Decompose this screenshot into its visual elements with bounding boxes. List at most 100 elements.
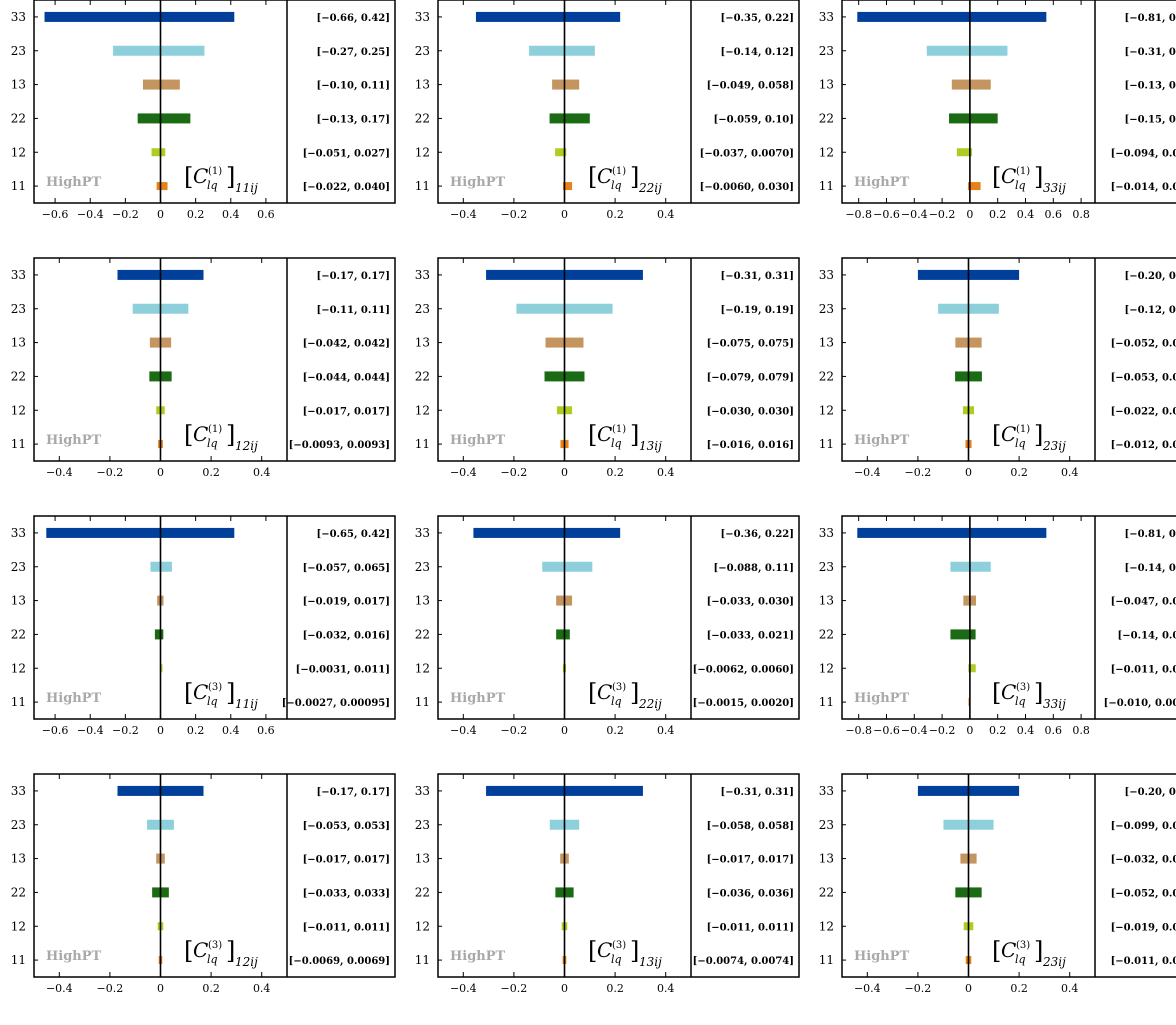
x-tick-label: 0.4 <box>253 466 271 479</box>
interval-label-22: [−0.032, 0.016] <box>303 630 390 641</box>
operator-label: [C (3) lq] 12ij <box>184 937 258 969</box>
chart-panel-p2: −0.4 −0.2 0 0.2 0.4 33 [−0.35, 0.22] 23 [−0.14, … <box>408 0 800 251</box>
x-tick-label: −0.4 <box>450 208 477 221</box>
y-tick-label-11: 11 <box>11 179 26 193</box>
x-tick-label: 0.4 <box>1061 982 1079 995</box>
x-tick-label: −0.6 <box>873 724 900 737</box>
chart-panel-p3: −0.8 −0.6 −0.4 −0.2 0 0.2 0.4 0.6 0.8 33 [−0.81, 0… <box>812 0 1176 251</box>
y-tick-label-13: 13 <box>819 336 834 350</box>
x-tick-label: −0.4 <box>77 208 104 221</box>
panel-frame <box>437 0 800 204</box>
panel-svg: −0.8 −0.6 −0.4 −0.2 0 0.2 0.4 0.6 0.8 33 [−0.81, 0… <box>819 0 1176 221</box>
interval-bar-23 <box>926 45 1008 56</box>
x-tick-label: −0.2 <box>905 982 932 995</box>
x-tick-label: 0.4 <box>1017 208 1035 221</box>
svg-text:11ij: 11ij <box>235 697 258 711</box>
y-tick-label-13: 13 <box>819 852 834 866</box>
operator-label: [C (1) lq] 11ij <box>184 163 258 195</box>
svg-text:(3): (3) <box>612 682 626 693</box>
x-tick-label: −0.2 <box>112 724 139 737</box>
x-tick-label: 0 <box>561 982 568 995</box>
highpt-watermark: HighPT <box>854 949 910 964</box>
x-tick-label: 0 <box>157 724 164 737</box>
y-tick-label-22: 22 <box>819 885 834 899</box>
svg-text:23ij: 23ij <box>1042 955 1066 969</box>
y-tick-label-23: 23 <box>415 44 430 58</box>
y-tick-label-23: 23 <box>819 44 834 58</box>
interval-label-13: [−0.042, 0.042] <box>303 339 390 350</box>
svg-text:]: ] <box>226 421 235 449</box>
chart-panel-p5: −0.4 −0.2 0 0.2 0.4 33 [−0.31, 0.31] 23 [−0.19, … <box>408 257 800 509</box>
svg-text:C: C <box>597 938 612 962</box>
x-tick-label: 0.2 <box>606 208 624 221</box>
panel-frame <box>33 257 396 462</box>
y-tick-label-33: 33 <box>415 268 430 282</box>
svg-text:(1): (1) <box>1016 424 1030 435</box>
x-tick-label: 0.6 <box>1045 208 1063 221</box>
interval-label-13: [−0.047, 0.044] <box>1111 597 1176 608</box>
interval-label-13: [−0.017, 0.017] <box>303 855 390 866</box>
svg-text:]: ] <box>226 679 235 707</box>
interval-bar-12 <box>956 148 972 157</box>
operator-label: [C (3) lq] 11ij <box>184 679 258 711</box>
x-tick-label: −0.6 <box>42 208 69 221</box>
panel-frame <box>33 0 396 204</box>
operator-label: [C (3) lq] 33ij <box>992 679 1066 711</box>
interval-bar-33 <box>473 527 621 538</box>
y-tick-label-11: 11 <box>11 437 26 451</box>
panel-svg: −0.4 −0.2 0 0.2 0.4 33 [−0.31, 0.31] 23 [−0.19, … <box>415 257 800 479</box>
x-tick-label: 0.2 <box>187 208 205 221</box>
panel-svg: −0.8 −0.6 −0.4 −0.2 0 0.2 0.4 0.6 0.8 33 [−0.81, 0… <box>819 515 1176 737</box>
y-tick-label-11: 11 <box>415 437 430 451</box>
x-tick-label: 0.2 <box>606 466 624 479</box>
svg-text:lq: lq <box>1015 437 1026 450</box>
interval-label-33: [−0.81, 0.55] <box>1124 13 1176 24</box>
interval-bar-13 <box>142 79 180 90</box>
x-tick-label: 0.2 <box>989 208 1007 221</box>
interval-bar-12 <box>968 664 976 673</box>
svg-text:12ij: 12ij <box>235 439 258 453</box>
y-tick-label-22: 22 <box>415 369 430 383</box>
y-tick-label-11: 11 <box>819 437 834 451</box>
interval-label-23: [−0.053, 0.053] <box>303 821 390 832</box>
interval-bar-11 <box>156 182 168 191</box>
x-tick-label: 0 <box>157 982 164 995</box>
svg-text:lq: lq <box>1015 179 1026 192</box>
interval-label-11: [−0.010, 0.0041] <box>1104 698 1176 709</box>
y-tick-label-11: 11 <box>819 179 834 193</box>
y-tick-label-11: 11 <box>819 695 834 709</box>
y-tick-label-12: 12 <box>11 919 26 933</box>
y-tick-label-33: 33 <box>11 10 26 24</box>
interval-label-11: [−0.014, 0.077] <box>1111 182 1176 193</box>
svg-text:C: C <box>597 680 612 704</box>
x-tick-label: −0.8 <box>845 724 872 737</box>
y-tick-label-23: 23 <box>415 302 430 316</box>
interval-label-22: [−0.033, 0.033] <box>303 888 390 899</box>
svg-text:(3): (3) <box>1016 682 1030 693</box>
svg-text:[: [ <box>588 679 597 707</box>
highpt-watermark: HighPT <box>450 949 506 964</box>
y-tick-label-12: 12 <box>415 661 430 675</box>
chart-panel-p1: −0.6 −0.4 −0.2 0 0.2 0.4 0.6 33 [−0.66, 0.42] 23 [… <box>4 0 396 251</box>
interval-label-22: [−0.14, 0.041] <box>1118 630 1176 641</box>
y-tick-label-22: 22 <box>819 369 834 383</box>
y-tick-label-12: 12 <box>415 145 430 159</box>
x-tick-label: 0.4 <box>222 208 240 221</box>
svg-text:]: ] <box>630 937 639 965</box>
x-tick-label: 0.2 <box>606 982 624 995</box>
svg-text:[: [ <box>992 937 1001 965</box>
interval-bar-12 <box>151 148 166 157</box>
x-tick-label: 0.4 <box>657 208 675 221</box>
y-tick-label-23: 23 <box>11 44 26 58</box>
x-tick-label: −0.2 <box>929 724 956 737</box>
svg-text:13ij: 13ij <box>639 955 662 969</box>
y-tick-label-23: 23 <box>819 818 834 832</box>
x-tick-label: −0.4 <box>450 724 477 737</box>
interval-label-12: [−0.017, 0.017] <box>303 406 390 417</box>
interval-bar-23 <box>542 561 593 572</box>
svg-text:33ij: 33ij <box>1043 181 1066 195</box>
svg-text:[: [ <box>184 421 193 449</box>
interval-label-23: [−0.14, 0.12] <box>720 47 794 58</box>
y-tick-label-12: 12 <box>11 661 26 675</box>
y-tick-label-33: 33 <box>415 784 430 798</box>
